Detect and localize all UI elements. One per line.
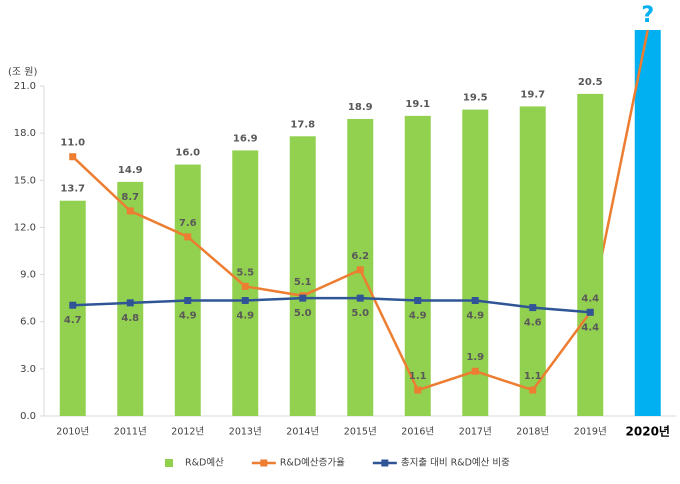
marker xyxy=(241,297,249,304)
value-label: 5.0 xyxy=(294,308,312,319)
marker xyxy=(126,299,134,307)
legend-label: R&D예산 xyxy=(185,458,224,469)
value-label: 4.9 xyxy=(236,311,254,322)
bar xyxy=(117,181,144,416)
bar xyxy=(289,136,316,417)
value-label: 16.0 xyxy=(175,148,200,159)
bar xyxy=(404,115,431,416)
y-tick-label: 9.0 xyxy=(20,270,36,281)
y-tick-label: 21.0 xyxy=(14,81,36,92)
marker xyxy=(414,386,422,394)
value-label: 7.6 xyxy=(179,218,197,229)
value-label: 4.9 xyxy=(179,311,197,322)
value-label: 4.9 xyxy=(409,311,427,322)
legend-swatch xyxy=(381,459,389,467)
value-label: 19.1 xyxy=(405,99,430,110)
value-label: 19.7 xyxy=(520,89,545,100)
value-label: 1.9 xyxy=(466,352,484,363)
y-tick-label: 0.0 xyxy=(20,411,36,422)
marker xyxy=(299,294,307,302)
bar xyxy=(519,106,546,416)
value-label: 4.4 xyxy=(581,322,599,333)
annotation: ? xyxy=(641,3,654,28)
bar xyxy=(462,109,489,417)
value-label: 20.5 xyxy=(578,77,603,88)
value-label: 1.1 xyxy=(524,371,542,382)
value-label: 8.7 xyxy=(121,192,139,203)
bar xyxy=(577,93,604,416)
value-label: 18.9 xyxy=(348,102,373,113)
marker xyxy=(471,367,479,375)
value-label: 11.0 xyxy=(60,138,85,149)
x-tick-label: 2012년 xyxy=(171,427,204,438)
value-label: 14.9 xyxy=(118,165,143,176)
marker xyxy=(356,294,364,302)
line xyxy=(71,155,592,392)
legend-label: 총지출 대비 R&D예산 비중 xyxy=(401,458,510,469)
value-label: 4.6 xyxy=(524,318,542,329)
value-label: 13.7 xyxy=(60,184,85,195)
marker xyxy=(414,297,422,304)
x-tick-label: 2017년 xyxy=(459,427,492,438)
marker xyxy=(356,266,364,274)
x-tick-label: 2020년 xyxy=(626,425,670,439)
marker xyxy=(184,297,192,304)
value-label: 5.5 xyxy=(236,267,254,278)
value-label: 4.8 xyxy=(121,313,139,324)
value-label: 5.1 xyxy=(294,277,312,288)
value-label: 4.9 xyxy=(466,311,484,322)
x-tick-label: 2019년 xyxy=(574,427,607,438)
value-label: 16.9 xyxy=(233,133,258,144)
value-label: 19.5 xyxy=(463,93,488,104)
value-label: 17.8 xyxy=(290,119,315,130)
unknown-bar xyxy=(634,30,661,416)
legend-label: R&D예산증가율 xyxy=(280,458,345,469)
marker xyxy=(529,386,537,394)
x-tick-label: 2010년 xyxy=(56,427,89,438)
x-tick-label: 2015년 xyxy=(344,427,377,438)
bar xyxy=(174,164,201,416)
x-tick-label: 2013년 xyxy=(229,427,262,438)
marker xyxy=(69,153,77,161)
x-tick-label: 2014년 xyxy=(286,427,319,438)
x-tick-label: 2018년 xyxy=(516,427,549,438)
x-tick-label: 2011년 xyxy=(114,427,147,438)
marker xyxy=(184,233,192,241)
value-label: 5.0 xyxy=(351,308,369,319)
value-label: 4.7 xyxy=(64,315,82,326)
marker xyxy=(241,282,249,290)
y-tick-label: 6.0 xyxy=(20,317,36,328)
legend-swatch xyxy=(165,459,173,467)
marker xyxy=(126,207,134,215)
y-tick-label: 18.0 xyxy=(14,128,36,139)
value-label: 1.1 xyxy=(409,371,427,382)
y-axis-label: (조 원) xyxy=(8,66,37,78)
marker xyxy=(69,301,77,309)
marker xyxy=(586,308,594,316)
legend-swatch xyxy=(260,459,268,467)
x-tick-label: 2016년 xyxy=(401,427,434,438)
line xyxy=(72,296,591,314)
value-label: 6.2 xyxy=(351,251,369,262)
y-tick-label: 3.0 xyxy=(20,364,36,375)
y-tick-label: 15.0 xyxy=(14,175,36,186)
y-tick-label: 12.0 xyxy=(14,222,36,233)
value-label: 4.4 xyxy=(581,293,599,304)
marker xyxy=(471,297,479,304)
marker xyxy=(529,304,537,312)
